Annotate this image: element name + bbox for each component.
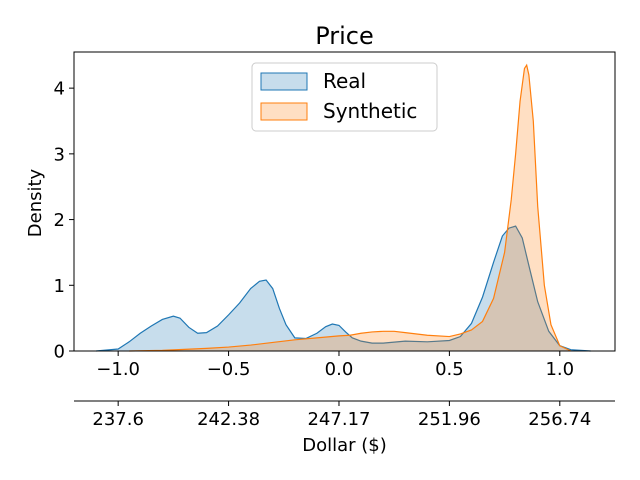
secondary-tick-label: 242.38 [197,409,260,430]
series-line-synthetic [129,63,572,352]
secondary-tick-label: 237.6 [92,409,144,430]
x-tick-label: 1.0 [545,359,574,380]
legend-swatch-real [260,72,308,91]
x-axis-ticks: −1.0 −0.5 0.0 0.5 1.0 [96,351,574,380]
legend-swatch-synthetic [260,102,308,121]
chart-title: Price [315,22,374,50]
y-tick-label: 0 [54,342,65,363]
y-tick-label: 1 [54,276,65,297]
plot-frame [73,51,616,352]
y-tick-label: 2 [54,210,65,231]
series-layer [96,63,591,352]
y-axis-label: Density [25,168,46,237]
y-axis-ticks: 0 1 2 3 4 [54,79,74,363]
secondary-tick-label: 251.96 [418,409,481,430]
legend-box [251,62,438,132]
y-tick-label: 4 [54,79,65,100]
secondary-axis-ticks: 237.6 242.38 247.17 251.96 256.74 [92,401,591,430]
x-tick-label: −1.0 [96,359,140,380]
secondary-axis-label: Dollar ($) [302,435,387,456]
x-tick-label: −0.5 [207,359,251,380]
x-tick-label: 0.0 [325,359,354,380]
series-line-real [96,225,591,352]
legend-label-real: Real [323,69,366,93]
legend: Real Synthetic [251,62,438,132]
secondary-tick-label: 247.17 [307,409,370,430]
series-area-real [96,226,591,351]
series-area-synthetic [129,65,571,351]
secondary-tick-label: 256.74 [528,409,591,430]
y-tick-label: 3 [54,144,65,165]
x-tick-label: 0.5 [435,359,464,380]
legend-label-synthetic: Synthetic [323,99,417,123]
